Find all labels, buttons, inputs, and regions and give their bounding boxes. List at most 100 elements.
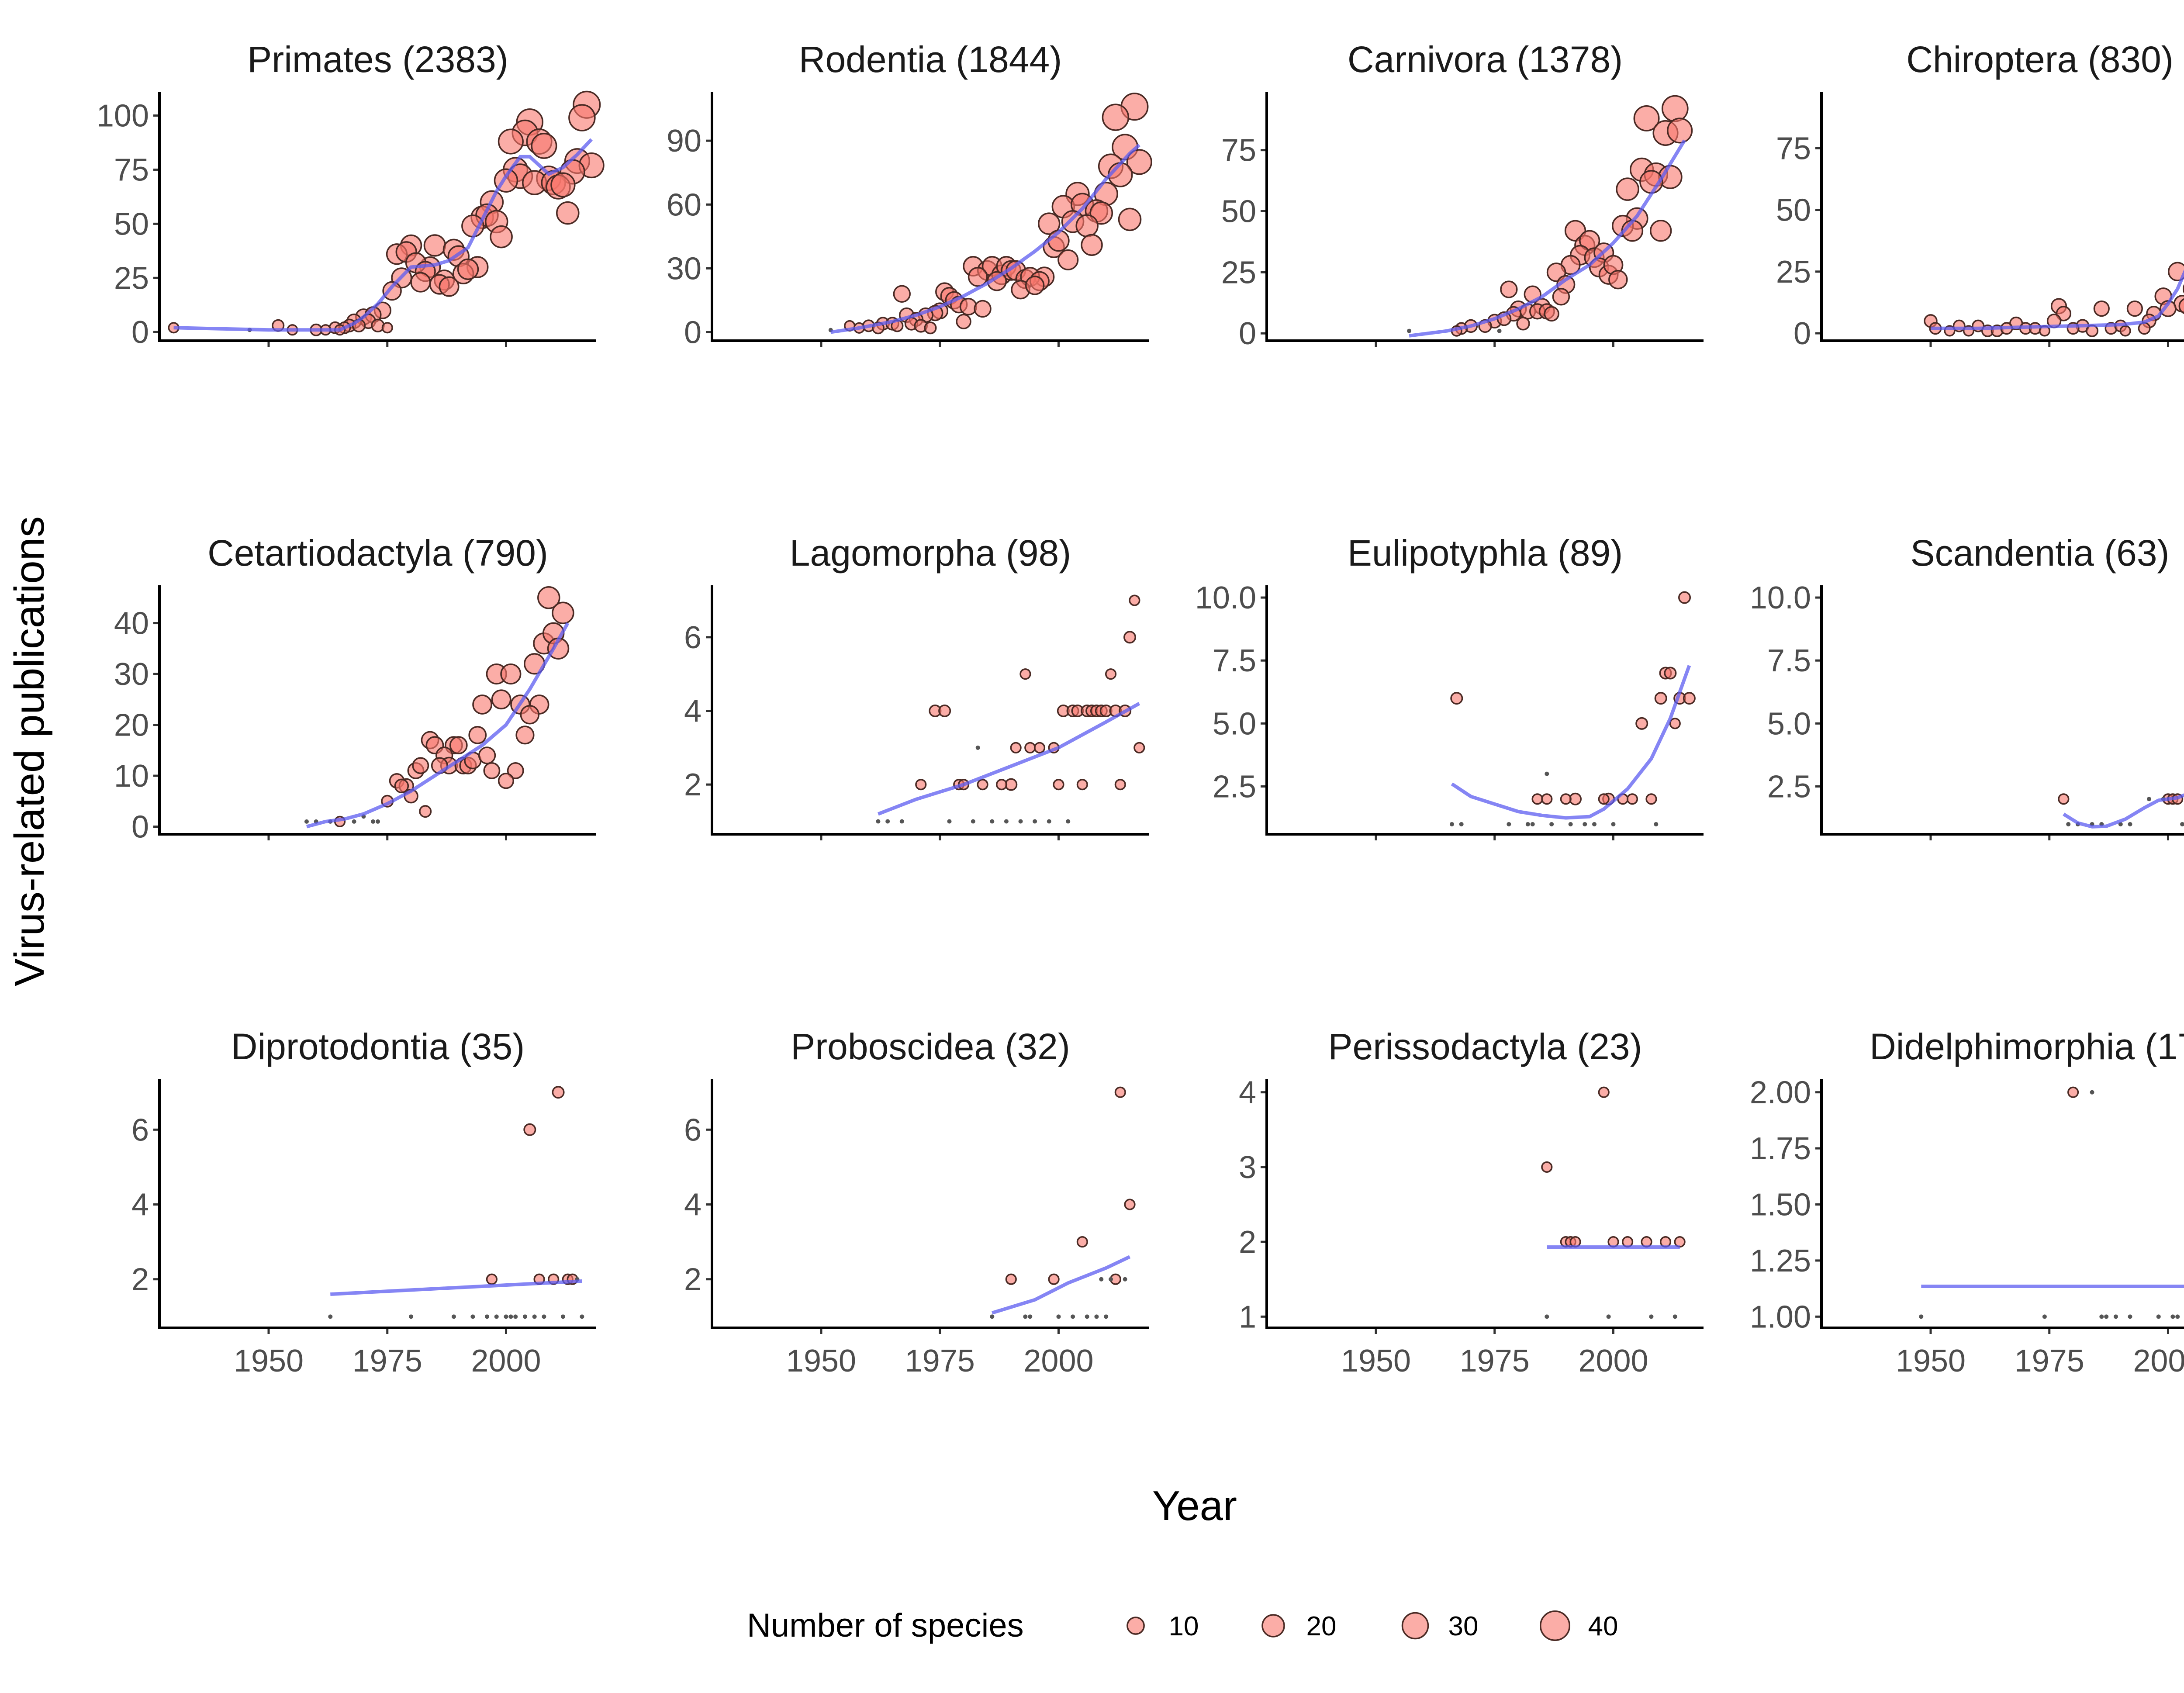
data-point: [1598, 793, 1610, 805]
data-point: [1024, 742, 1036, 753]
y-tick-label: 4: [131, 1188, 149, 1223]
data-point: [1633, 105, 1660, 131]
data-point: [1568, 822, 1573, 826]
data-point: [1094, 1314, 1099, 1319]
y-tick-label: 1: [1239, 1299, 1256, 1334]
data-point: [542, 1314, 546, 1319]
data-point: [486, 1273, 498, 1285]
data-point: [915, 779, 927, 791]
x-axis-title: Year: [1152, 1482, 1237, 1529]
data-point: [2156, 1314, 2161, 1319]
data-point: [478, 746, 496, 764]
data-point: [2175, 1314, 2180, 1319]
data-point: [1626, 793, 1638, 805]
panel-title: Proboscidea (32): [791, 1026, 1070, 1067]
y-tick-label: 10: [114, 759, 149, 794]
size-legend: Number of species 10 20 30 40: [747, 1607, 1618, 1644]
data-point: [468, 726, 487, 744]
data-point: [1549, 822, 1554, 826]
legend-key-circle: [1127, 1617, 1145, 1635]
data-point: [1114, 1086, 1126, 1098]
data-point: [876, 819, 881, 824]
data-point: [1545, 1314, 1549, 1319]
data-point: [1056, 1314, 1061, 1319]
data-point: [371, 819, 376, 824]
trend-line: [877, 702, 1140, 816]
data-point: [1531, 793, 1543, 805]
data-point: [483, 762, 501, 779]
y-tick-label: 4: [1239, 1075, 1256, 1110]
data-point: [1048, 1273, 1060, 1285]
data-point: [381, 322, 393, 334]
data-point: [1654, 692, 1667, 705]
data-point: [1500, 280, 1518, 298]
panel-3: Carnivora (1378) 0 25 50 75: [1221, 39, 1704, 351]
y-tick-label: 40: [114, 606, 149, 641]
y-tick-label: 90: [667, 124, 702, 159]
data-point: [2093, 300, 2110, 317]
data-point: [515, 726, 535, 745]
data-point: [1583, 822, 1587, 826]
panel-5: Cetartiodactyla (790) 0 10 20 30 40: [114, 532, 596, 845]
data-point: [304, 819, 309, 824]
data-point: [947, 819, 952, 824]
data-point: [995, 779, 1008, 791]
trend-line: [306, 622, 570, 829]
y-tick-label: 5.0: [1767, 706, 1811, 741]
data-point: [893, 285, 911, 303]
data-point: [1664, 667, 1677, 680]
data-point: [568, 104, 596, 131]
trend-line: [2063, 793, 2184, 829]
data-point: [2128, 1314, 2132, 1319]
data-point: [1544, 306, 1559, 322]
data-point: [1530, 822, 1535, 826]
panel-12: Didelphimorphia (17) 1.00 1.25 1.50 1.75 2.00…: [1750, 1026, 2184, 1379]
y-tick-label: 75: [1776, 131, 1811, 166]
data-point: [2090, 1090, 2094, 1095]
data-point: [470, 1314, 475, 1319]
panel-9: Diprotodontia (35) 2 4 6 1950 1975 2000: [131, 1026, 596, 1379]
data-point: [1066, 819, 1071, 824]
data-point: [382, 281, 402, 301]
y-tick-label: 6: [131, 1113, 149, 1147]
x-tick-label: 1975: [905, 1344, 975, 1379]
data-point: [1545, 771, 1549, 776]
legend-key-label: 10: [1169, 1611, 1199, 1641]
data-point: [508, 1314, 513, 1319]
data-point: [2128, 822, 2132, 826]
data-point: [1661, 95, 1689, 122]
data-point: [1123, 631, 1137, 644]
y-tick-label: 0: [1239, 316, 1256, 351]
y-tick-label: 100: [97, 99, 149, 134]
legend-key-label: 40: [1588, 1611, 1618, 1641]
data-point: [523, 1123, 536, 1136]
data-point: [491, 689, 511, 710]
data-point: [550, 172, 576, 197]
y-tick-label: 7.5: [1767, 643, 1811, 678]
panel-title: Eulipotyphla (89): [1348, 532, 1623, 574]
data-point: [513, 1314, 518, 1319]
panel-title: Didelphimorphia (17): [1870, 1026, 2184, 1067]
panel-7: Eulipotyphla (89) 2.5 5.0 7.5 10.0: [1195, 532, 1704, 840]
y-tick-label: 10.0: [1195, 580, 1256, 615]
data-point: [1450, 692, 1463, 705]
data-point: [1919, 1314, 1924, 1319]
x-tick-label: 1950: [786, 1344, 856, 1379]
panel-8: Scandentia (63) 2.5 5.0 7.5 10.0: [1750, 532, 2184, 840]
data-point: [1678, 591, 1691, 604]
data-point: [1126, 149, 1152, 175]
x-tick-label: 1950: [1341, 1344, 1411, 1379]
x-tick-label: 2000: [1578, 1344, 1648, 1379]
x-tick-label: 1975: [352, 1344, 422, 1379]
data-point: [412, 757, 429, 774]
data-point: [1569, 1236, 1581, 1248]
y-tick-label: 2: [684, 1262, 702, 1297]
y-tick-label: 3: [1239, 1150, 1256, 1185]
data-point: [423, 234, 446, 257]
data-point: [376, 819, 380, 824]
panel-title: Scandentia (63): [1910, 532, 2169, 574]
data-point: [1076, 1236, 1088, 1248]
data-point: [1516, 317, 1530, 331]
data-point: [1669, 718, 1681, 729]
